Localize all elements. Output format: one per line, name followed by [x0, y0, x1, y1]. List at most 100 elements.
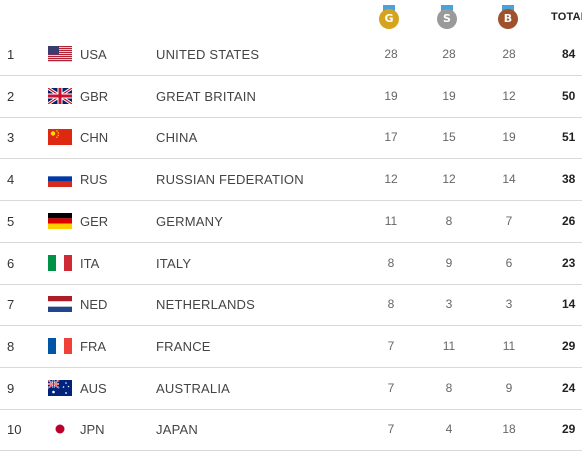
- country-code-cell: GBR: [80, 88, 109, 104]
- total-count-cell: 14: [562, 297, 576, 312]
- table-row[interactable]: 2 GBR GREAT BRITAIN 19 19 12 50: [0, 76, 582, 118]
- gold-count-cell: 7: [387, 338, 395, 353]
- table-row[interactable]: 5 GER GERMANY 11 8 7 26: [0, 201, 582, 243]
- bronze-count-cell: 28: [502, 47, 516, 61]
- bronze-ribbon: [502, 5, 514, 11]
- gold-count-cell: 28: [384, 47, 398, 61]
- aus-flag-icon: [48, 379, 72, 396]
- rank-cell: 8: [7, 338, 15, 354]
- rank-cell: 7: [7, 297, 15, 313]
- country-code-cell: FRA: [80, 338, 106, 354]
- rus-flag-icon: [48, 171, 72, 188]
- rank-cell: 10: [7, 422, 22, 438]
- gold-count-cell: 8: [387, 255, 395, 270]
- total-count-cell: 24: [562, 380, 576, 395]
- silver-count-cell: 11: [442, 338, 456, 353]
- bronze-count-cell: 7: [505, 213, 513, 228]
- country-code-cell: GER: [80, 213, 109, 229]
- rank-cell: 2: [7, 88, 15, 104]
- bronze-medal-letter: B: [498, 9, 518, 29]
- silver-ribbon: [441, 5, 453, 11]
- country-code-cell: CHN: [80, 130, 109, 146]
- rank-cell: 4: [7, 172, 15, 188]
- bronze-count-cell: 3: [505, 297, 513, 312]
- silver-count-cell: 4: [445, 422, 453, 437]
- silver-count-cell: 8: [445, 213, 453, 228]
- country-name-cell[interactable]: CHINA: [156, 130, 198, 146]
- gold-ribbon: [383, 5, 395, 11]
- country-code-cell: RUS: [80, 172, 108, 188]
- country-code-cell: USA: [80, 47, 107, 62]
- rank-cell: 3: [7, 130, 15, 146]
- bronze-count-cell: 6: [505, 255, 513, 270]
- table-row[interactable]: 7 NED NETHERLANDS 8 3 3 14: [0, 284, 582, 327]
- country-name-cell[interactable]: ITALY: [156, 255, 192, 271]
- gold-count-cell: 7: [387, 380, 395, 395]
- rank-cell: 9: [7, 380, 15, 396]
- total-count-cell: 84: [562, 47, 576, 61]
- gold-count-cell: 17: [384, 130, 398, 145]
- silver-count-cell: 9: [445, 255, 453, 270]
- rank-cell: 1: [7, 47, 15, 62]
- country-name-cell[interactable]: RUSSIAN FEDERATION: [156, 172, 304, 188]
- gbr-flag-icon: [48, 87, 72, 104]
- gold-medal-letter: G: [379, 9, 399, 29]
- table-row[interactable]: 4 RUS RUSSIAN FEDERATION 12 12 14 38: [0, 159, 582, 202]
- gold-count-cell: 11: [384, 213, 398, 228]
- table-row[interactable]: 6 ITA ITALY 8 9 6 23: [0, 243, 582, 285]
- total-count-cell: 23: [562, 255, 576, 270]
- country-code-cell: ITA: [80, 255, 100, 271]
- bronze-medal-icon[interactable]: B: [497, 5, 519, 29]
- fra-flag-icon: [48, 337, 72, 354]
- gold-count-cell: 8: [387, 297, 395, 312]
- bronze-count-cell: 9: [505, 380, 513, 395]
- gold-count-cell: 19: [384, 88, 398, 103]
- usa-flag-icon: [48, 46, 72, 62]
- silver-count-cell: 28: [442, 47, 456, 61]
- country-name-cell[interactable]: UNITED STATES: [156, 47, 260, 62]
- silver-count-cell: 12: [442, 172, 456, 187]
- country-name-cell[interactable]: AUSTRALIA: [156, 380, 231, 396]
- silver-count-cell: 19: [442, 88, 456, 103]
- country-code-cell: NED: [80, 297, 108, 313]
- country-name-cell[interactable]: GERMANY: [156, 213, 224, 229]
- chn-flag-icon: [48, 129, 72, 146]
- rank-cell: 5: [7, 213, 15, 229]
- silver-count-cell: 8: [445, 380, 453, 395]
- table-row[interactable]: 8 FRA FRANCE 7 11 11 29: [0, 326, 582, 368]
- country-name-cell[interactable]: FRANCE: [156, 338, 211, 354]
- bronze-count-cell: 11: [502, 338, 516, 353]
- bronze-count-cell: 18: [502, 422, 516, 437]
- gold-count-cell: 12: [384, 172, 398, 187]
- gold-medal-icon[interactable]: G: [378, 5, 400, 29]
- jpn-flag-icon: [48, 421, 72, 438]
- silver-medal-letter: S: [437, 9, 457, 29]
- ger-flag-icon: [48, 212, 72, 229]
- total-header[interactable]: TOTAL: [551, 11, 582, 23]
- country-code-cell: JPN: [80, 422, 105, 438]
- table-row[interactable]: 10 JPN JAPAN 7 4 18 29: [0, 409, 582, 451]
- country-name-cell[interactable]: NETHERLANDS: [156, 297, 255, 313]
- country-code-cell: AUS: [80, 380, 107, 396]
- ita-flag-icon: [48, 254, 72, 271]
- gold-count-cell: 7: [387, 422, 395, 437]
- bronze-count-cell: 14: [502, 172, 516, 187]
- total-count-cell: 38: [562, 172, 576, 187]
- silver-count-cell: 15: [442, 130, 456, 145]
- silver-medal-icon[interactable]: S: [436, 5, 458, 29]
- total-count-cell: 51: [562, 130, 576, 145]
- total-count-cell: 29: [562, 338, 576, 353]
- bronze-count-cell: 12: [502, 88, 516, 103]
- total-count-cell: 26: [562, 213, 576, 228]
- table-row[interactable]: 1 USA UNITED STATES 28 28 28 84: [0, 34, 582, 76]
- table-row[interactable]: 9 AUS AUSTRALIA 7 8 9 24: [0, 368, 582, 410]
- ned-flag-icon: [48, 296, 72, 313]
- country-name-cell[interactable]: JAPAN: [156, 422, 198, 438]
- bronze-count-cell: 19: [502, 130, 516, 145]
- total-count-cell: 29: [562, 422, 576, 437]
- rank-cell: 6: [7, 255, 15, 271]
- table-row[interactable]: 3 CHN CHINA 17 15 19 51: [0, 117, 582, 160]
- silver-count-cell: 3: [445, 297, 453, 312]
- country-name-cell[interactable]: GREAT BRITAIN: [156, 88, 257, 104]
